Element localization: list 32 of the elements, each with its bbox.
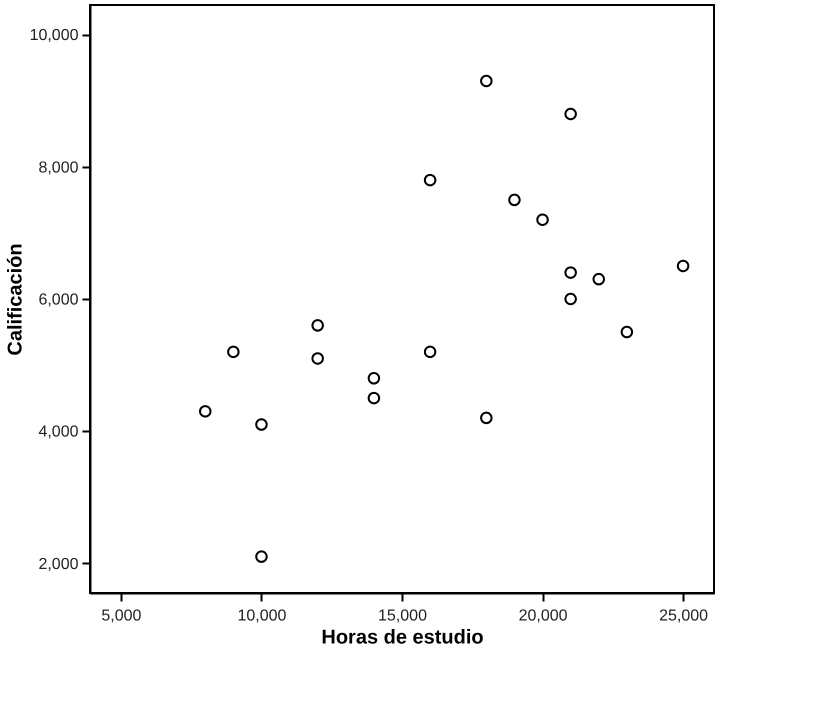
point: [311, 319, 324, 332]
x-tick-label: 20,000: [518, 608, 568, 624]
point: [368, 392, 380, 404]
y-tick-label: 6,000: [38, 292, 79, 308]
point: [424, 346, 436, 358]
point: [564, 266, 577, 279]
point: [255, 418, 268, 431]
point: [368, 372, 380, 385]
y-tick-label: 10,000: [30, 27, 79, 44]
point: [424, 174, 436, 186]
point: [536, 213, 549, 226]
y-axis-title: Calificación: [4, 243, 27, 356]
x-tick-label: 5,000: [101, 608, 142, 624]
point: [676, 260, 690, 272]
point: [311, 352, 324, 365]
point: [564, 108, 577, 120]
point: [592, 272, 605, 286]
x-tick-label: 25,000: [659, 608, 708, 624]
point: [199, 405, 212, 418]
x-axis-title: Horas de estudio: [321, 626, 484, 648]
point: [255, 550, 268, 563]
point: [564, 292, 577, 306]
y-tick-label: 2,000: [38, 556, 79, 573]
point: [508, 194, 521, 206]
x-tick-label: 10,000: [237, 608, 287, 624]
point: [620, 326, 634, 338]
y-tick-label: 4,000: [38, 424, 79, 441]
x-tick-label: 15,000: [378, 608, 428, 624]
point: [480, 74, 493, 88]
point: [480, 412, 493, 424]
y-tick-label: 8,000: [38, 159, 79, 176]
point: [227, 346, 240, 358]
